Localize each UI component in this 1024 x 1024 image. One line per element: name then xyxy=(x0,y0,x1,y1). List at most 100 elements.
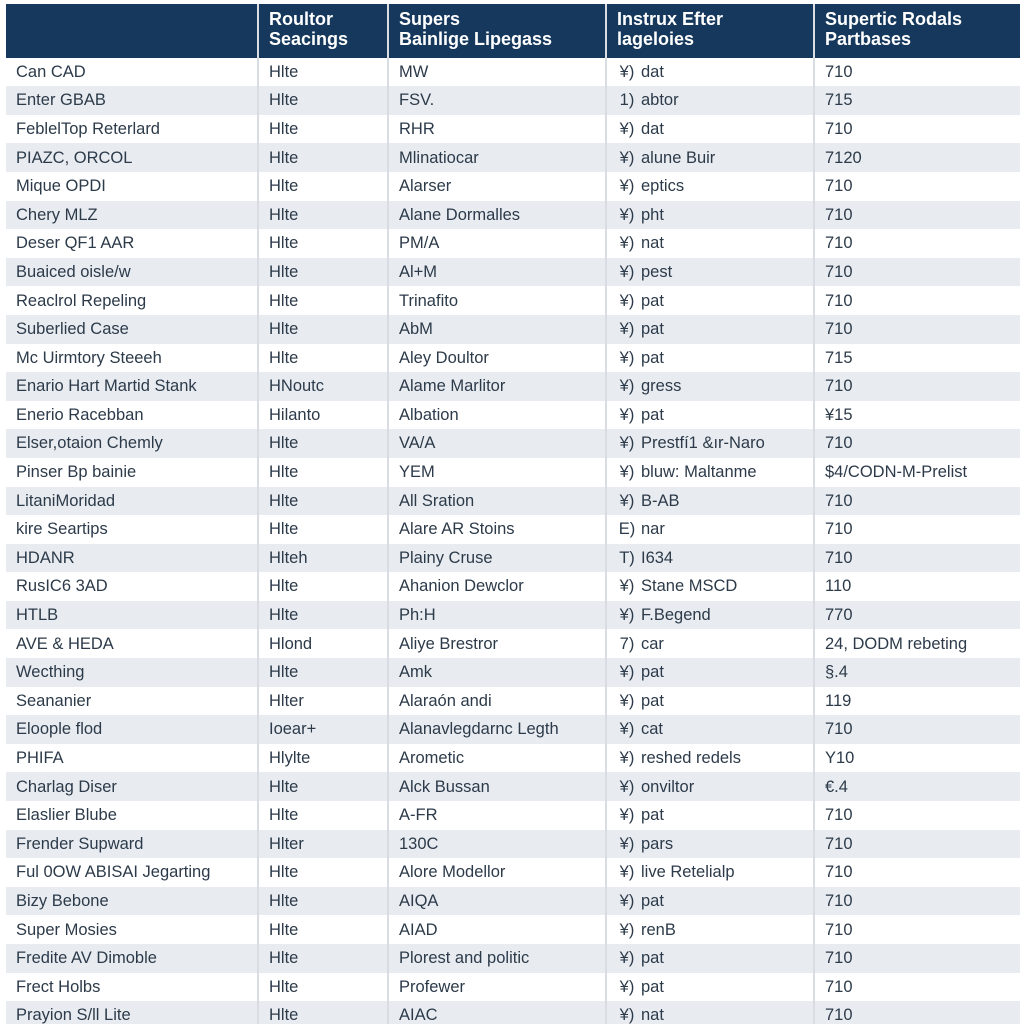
cell-r28-c1: Hlte xyxy=(258,858,388,887)
cell-r6-c2: PM/A xyxy=(388,229,606,258)
marker-icon: ¥) xyxy=(617,776,637,798)
cell-r18-c0: RusIC6 3AD xyxy=(6,572,258,601)
cell-r2-c1: Hlte xyxy=(258,115,388,144)
table-row: Charlag DiserHlteAlck Bussan¥)onviltor€.… xyxy=(6,772,1020,801)
table-row: Mc Uirmtory SteeehHlteAley Doultor¥)pat7… xyxy=(6,344,1020,373)
cell-r28-c3: ¥)live Retelialp xyxy=(606,858,814,887)
cell-r0-c2: MW xyxy=(388,58,606,87)
cell-text: pht xyxy=(641,206,664,224)
cell-r4-c0: Mique OPDI xyxy=(6,172,258,201)
table-row: Pinser Bp bainieHlteYEM¥)bluw: Maltanme$… xyxy=(6,458,1020,487)
table-row: AVE & HEDAHlondAliye Brestror7)car24, DO… xyxy=(6,629,1020,658)
table-row: Deser QF1 AARHltePM/A¥)nat710 xyxy=(6,229,1020,258)
cell-r24-c2: Arometic xyxy=(388,744,606,773)
cell-r33-c1: Hlte xyxy=(258,1001,388,1024)
cell-r27-c2: 130C xyxy=(388,830,606,859)
cell-r26-c2: A-FR xyxy=(388,801,606,830)
marker-icon: ¥) xyxy=(617,490,637,512)
cell-r8-c4: 710 xyxy=(814,286,1020,315)
cell-text: abtor xyxy=(641,91,679,109)
cell-r6-c1: Hlte xyxy=(258,229,388,258)
cell-r19-c2: Ph:H xyxy=(388,601,606,630)
cell-r26-c1: Hlte xyxy=(258,801,388,830)
cell-r30-c3: ¥)renB xyxy=(606,915,814,944)
cell-r31-c2: Plorest and politic xyxy=(388,944,606,973)
cell-r28-c2: Alore Modellor xyxy=(388,858,606,887)
cell-r10-c1: Hlte xyxy=(258,344,388,373)
cell-r20-c1: Hlond xyxy=(258,629,388,658)
table-row: Suberlied CaseHlteAbM¥)pat710 xyxy=(6,315,1020,344)
table-row: Enerio RacebbanHilantoAlbation¥)pat¥15 xyxy=(6,401,1020,430)
cell-r22-c0: Seananier xyxy=(6,687,258,716)
cell-r21-c3: ¥)pat xyxy=(606,658,814,687)
table-row: Elaslier BlubeHlteA-FR¥)pat710 xyxy=(6,801,1020,830)
cell-r11-c4: 710 xyxy=(814,372,1020,401)
cell-r7-c1: Hlte xyxy=(258,258,388,287)
marker-icon: ¥) xyxy=(617,347,637,369)
marker-icon: ¥) xyxy=(617,375,637,397)
cell-r15-c0: LitaniMoridad xyxy=(6,487,258,516)
cell-r9-c2: AbM xyxy=(388,315,606,344)
marker-icon: ¥) xyxy=(617,976,637,998)
marker-icon: ¥) xyxy=(617,604,637,626)
cell-r15-c3: ¥)B-AB xyxy=(606,487,814,516)
cell-r10-c4: 715 xyxy=(814,344,1020,373)
cell-r2-c3: ¥)dat xyxy=(606,115,814,144)
marker-icon: E) xyxy=(617,518,637,540)
cell-r9-c3: ¥)pat xyxy=(606,315,814,344)
cell-r1-c1: Hlte xyxy=(258,86,388,115)
cell-text: pat xyxy=(641,692,664,710)
data-table: RoultorSeacingsSupersBainlige LipegassIn… xyxy=(6,4,1020,1024)
cell-r28-c4: 710 xyxy=(814,858,1020,887)
cell-r31-c3: ¥)pat xyxy=(606,944,814,973)
marker-icon: ¥) xyxy=(617,1004,637,1024)
marker-icon: ¥) xyxy=(617,175,637,197)
cell-r31-c0: Fredite AV Dimoble xyxy=(6,944,258,973)
cell-r20-c2: Aliye Brestror xyxy=(388,629,606,658)
table-row: RusIC6 3ADHlteAhanion Dewclor¥)Stane MSC… xyxy=(6,572,1020,601)
cell-r32-c1: Hlte xyxy=(258,973,388,1002)
cell-r5-c4: 710 xyxy=(814,201,1020,230)
marker-icon: ¥) xyxy=(617,432,637,454)
cell-r27-c4: 710 xyxy=(814,830,1020,859)
table-row: PHIFAHlylteArometic¥)reshed redelsY10 xyxy=(6,744,1020,773)
cell-r3-c1: Hlte xyxy=(258,143,388,172)
cell-r32-c3: ¥)pat xyxy=(606,973,814,1002)
cell-text: pat xyxy=(641,892,664,910)
table-row: Prayion S/ll LiteHlteAIAC¥)nat710 xyxy=(6,1001,1020,1024)
cell-text: pars xyxy=(641,835,673,853)
cell-r14-c3: ¥)bluw: Maltanme xyxy=(606,458,814,487)
marker-icon: ¥) xyxy=(617,575,637,597)
col-header-2-line1: Supers xyxy=(399,10,595,30)
cell-text: F.Begend xyxy=(641,606,711,624)
cell-r14-c0: Pinser Bp bainie xyxy=(6,458,258,487)
col-header-0 xyxy=(6,4,258,58)
cell-r12-c4: ¥15 xyxy=(814,401,1020,430)
marker-icon: ¥) xyxy=(617,947,637,969)
marker-icon: ¥) xyxy=(617,118,637,140)
col-header-1-line1: Roultor xyxy=(269,10,377,30)
table-row: Elser,otaion ChemlyHlteVA/A¥)Prestfí1 &ı… xyxy=(6,429,1020,458)
col-header-4-line2: Partbases xyxy=(825,30,1010,50)
cell-r30-c0: Super Mosies xyxy=(6,915,258,944)
cell-r11-c3: ¥)gress xyxy=(606,372,814,401)
cell-r25-c1: Hlte xyxy=(258,772,388,801)
cell-r15-c4: 710 xyxy=(814,487,1020,516)
cell-r24-c4: Y10 xyxy=(814,744,1020,773)
table-body: Can CADHlteMW¥)dat710Enter GBABHlteFSV.1… xyxy=(6,58,1020,1024)
cell-r2-c2: RHR xyxy=(388,115,606,144)
cell-text: bluw: Maltanme xyxy=(641,463,757,481)
cell-text: Prestfí1 &ır-Naro xyxy=(641,434,765,452)
cell-r22-c4: 119 xyxy=(814,687,1020,716)
cell-r30-c2: AIAD xyxy=(388,915,606,944)
cell-r7-c3: ¥)pest xyxy=(606,258,814,287)
cell-r20-c3: 7)car xyxy=(606,629,814,658)
cell-text: pat xyxy=(641,349,664,367)
cell-r21-c2: Amk xyxy=(388,658,606,687)
cell-text: pat xyxy=(641,406,664,424)
cell-r19-c0: HTLB xyxy=(6,601,258,630)
cell-r33-c4: 710 xyxy=(814,1001,1020,1024)
cell-text: pat xyxy=(641,949,664,967)
cell-r25-c4: €.4 xyxy=(814,772,1020,801)
cell-r16-c4: 710 xyxy=(814,515,1020,544)
